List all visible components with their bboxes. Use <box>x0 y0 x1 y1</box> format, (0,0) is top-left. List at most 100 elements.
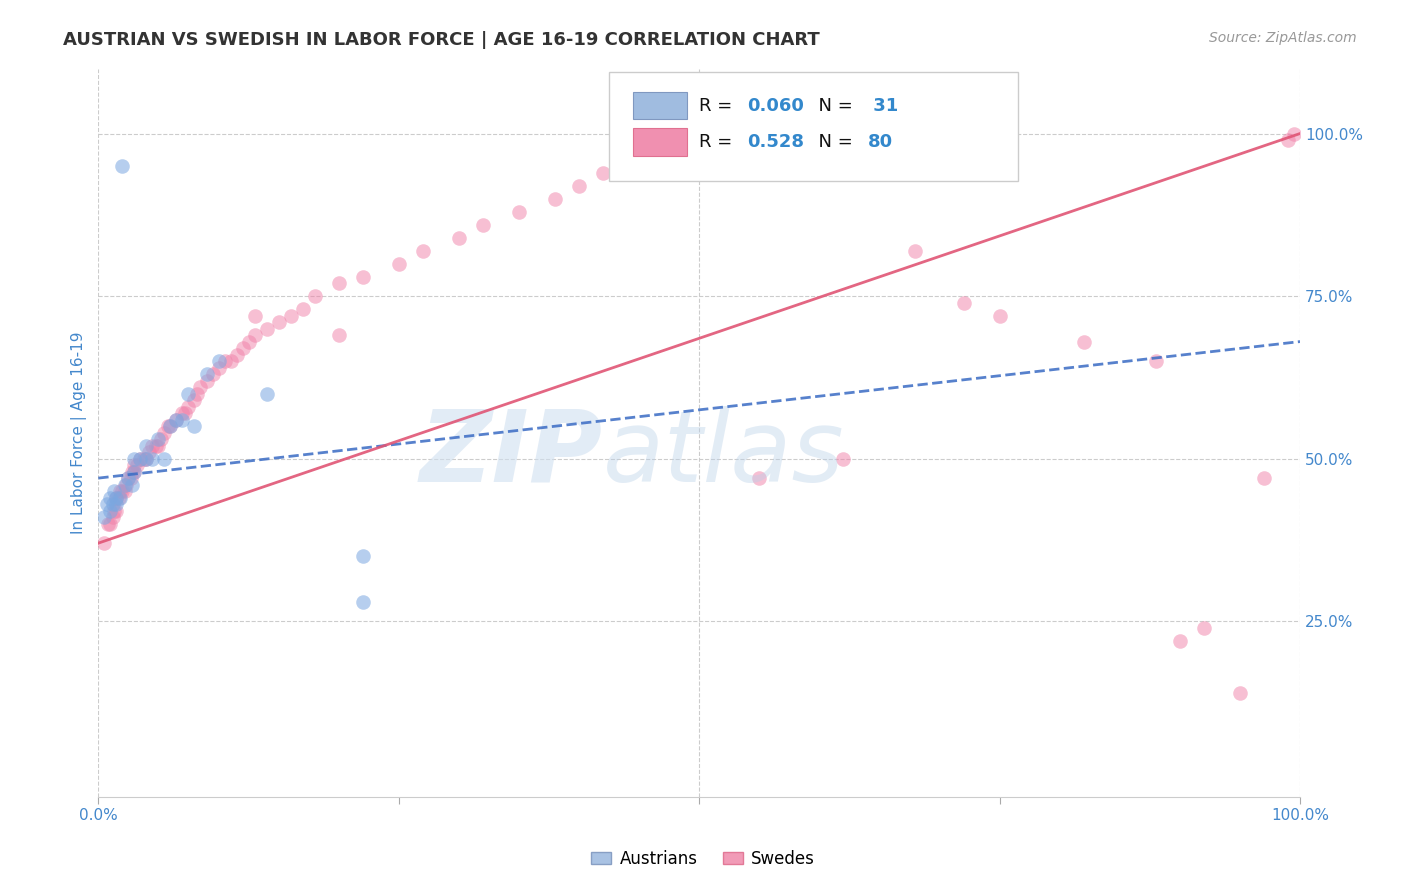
Point <box>115 477 138 491</box>
Point <box>157 419 180 434</box>
Point <box>159 419 181 434</box>
FancyBboxPatch shape <box>609 72 1018 181</box>
Text: 31: 31 <box>868 96 898 115</box>
Point <box>172 406 194 420</box>
Point <box>129 451 152 466</box>
Point <box>120 471 142 485</box>
Point <box>190 380 212 394</box>
Point <box>124 465 146 479</box>
Point <box>105 503 128 517</box>
Point <box>172 412 194 426</box>
Point <box>243 309 266 323</box>
FancyBboxPatch shape <box>633 92 688 120</box>
Point <box>304 289 326 303</box>
Point <box>219 354 242 368</box>
Point <box>114 477 136 491</box>
Point <box>96 497 118 511</box>
Point <box>568 178 591 193</box>
Point <box>135 451 157 466</box>
Point <box>832 451 855 466</box>
Text: 0.528: 0.528 <box>747 133 804 151</box>
Point <box>214 354 236 368</box>
Point <box>132 451 155 466</box>
Point <box>105 491 128 505</box>
Point <box>952 295 974 310</box>
Point <box>108 484 131 499</box>
Point <box>117 471 139 485</box>
Point <box>117 471 139 485</box>
Point <box>105 497 128 511</box>
Y-axis label: In Labor Force | Age 16-19: In Labor Force | Age 16-19 <box>72 331 87 533</box>
Point <box>544 192 567 206</box>
Point <box>280 309 302 323</box>
Point <box>243 328 266 343</box>
Text: atlas: atlas <box>603 406 845 503</box>
Point <box>111 484 134 499</box>
Point <box>98 516 121 531</box>
Point <box>352 594 374 608</box>
Text: ZIP: ZIP <box>420 406 603 503</box>
Point <box>592 165 614 179</box>
Point <box>1282 127 1305 141</box>
Point <box>153 451 176 466</box>
Point <box>111 159 134 173</box>
Point <box>101 510 124 524</box>
Text: 0.060: 0.060 <box>747 96 804 115</box>
Point <box>153 425 176 440</box>
Point <box>107 491 129 505</box>
Point <box>145 439 167 453</box>
Text: N =: N = <box>807 96 859 115</box>
Point <box>166 412 188 426</box>
Point <box>124 458 146 472</box>
Point <box>238 334 260 349</box>
Point <box>141 439 163 453</box>
Point <box>225 348 247 362</box>
Point <box>98 491 121 505</box>
Point <box>183 419 205 434</box>
Point <box>352 269 374 284</box>
Point <box>207 360 229 375</box>
Text: R =: R = <box>699 96 738 115</box>
Point <box>352 549 374 563</box>
Point <box>97 516 120 531</box>
Point <box>138 445 160 459</box>
Point <box>195 374 218 388</box>
Point <box>785 127 807 141</box>
Point <box>121 477 143 491</box>
Point <box>141 451 163 466</box>
Text: N =: N = <box>807 133 859 151</box>
Point <box>149 432 172 446</box>
Point <box>148 439 170 453</box>
Point <box>93 536 115 550</box>
Point <box>103 484 125 499</box>
Point <box>291 301 314 316</box>
Text: 80: 80 <box>868 133 893 151</box>
Point <box>148 432 170 446</box>
Point <box>1277 133 1299 147</box>
Point <box>1168 633 1191 648</box>
Point <box>868 146 890 161</box>
Point <box>328 328 350 343</box>
Point <box>232 341 254 355</box>
Point <box>135 439 157 453</box>
Point <box>183 393 205 408</box>
Point <box>129 451 152 466</box>
Point <box>173 406 195 420</box>
Point <box>711 139 734 153</box>
Point <box>105 491 128 505</box>
Point <box>471 218 494 232</box>
Text: AUSTRIAN VS SWEDISH IN LABOR FORCE | AGE 16-19 CORRELATION CHART: AUSTRIAN VS SWEDISH IN LABOR FORCE | AGE… <box>63 31 820 49</box>
Point <box>98 503 121 517</box>
Point <box>124 451 146 466</box>
Point <box>412 244 434 258</box>
Point <box>93 510 115 524</box>
Point <box>328 276 350 290</box>
Point <box>1253 471 1275 485</box>
Point <box>1144 354 1167 368</box>
Point <box>124 465 146 479</box>
Point <box>1192 621 1215 635</box>
Point <box>201 367 224 381</box>
Point <box>904 244 927 258</box>
Point <box>195 367 218 381</box>
Point <box>508 204 530 219</box>
